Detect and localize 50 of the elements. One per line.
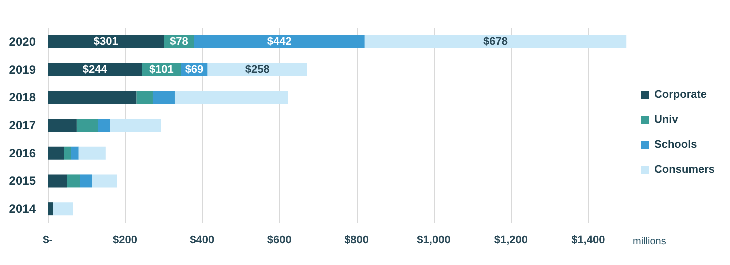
bar <box>194 35 365 48</box>
legend-label: Consumers <box>654 164 716 176</box>
x-tick-label: $600 <box>267 234 292 246</box>
legend-label: Schools <box>654 139 698 151</box>
bar <box>48 63 142 76</box>
x-tick-label: $1,400 <box>572 234 606 246</box>
y-tick-label: 2017 <box>9 118 36 132</box>
bar <box>48 146 64 160</box>
bar <box>48 91 137 104</box>
bar <box>152 91 175 104</box>
x-tick-label: $- <box>43 234 54 246</box>
data-label: $442 <box>267 36 292 48</box>
y-tick-label: 2015 <box>9 174 36 188</box>
data-label: $258 <box>245 64 270 76</box>
x-tick-label: $1,200 <box>494 234 528 246</box>
x-tick-label: $800 <box>344 234 370 246</box>
bar <box>48 202 54 216</box>
data-label: $244 <box>82 64 108 76</box>
bar <box>48 35 164 48</box>
bar <box>67 174 80 188</box>
data-label: $678 <box>484 36 508 48</box>
x-axis-title: millions <box>633 236 666 248</box>
bar <box>71 146 79 160</box>
legend-label: Corporate <box>654 89 708 101</box>
bar <box>76 119 98 132</box>
y-tick-label: 2014 <box>9 202 36 216</box>
y-tick-label: 2020 <box>9 34 36 49</box>
y-tick-label: 2019 <box>9 62 36 77</box>
bar <box>364 35 627 48</box>
bar <box>92 174 118 188</box>
data-label: $101 <box>149 64 174 76</box>
data-label: $301 <box>94 36 118 48</box>
bar <box>48 119 77 132</box>
bar <box>174 91 288 104</box>
data-label: $78 <box>170 36 188 48</box>
x-tick-label: $400 <box>190 234 215 246</box>
bar <box>64 146 72 160</box>
y-tick-label: 2016 <box>9 146 36 160</box>
bar <box>53 202 74 216</box>
data-label: $69 <box>185 64 204 76</box>
legend-label: Univ <box>654 114 680 126</box>
x-tick-label: $200 <box>112 234 138 246</box>
bar <box>80 174 92 188</box>
bar <box>78 146 106 160</box>
x-tick-label: $1,000 <box>417 234 451 246</box>
y-tick-label: 2018 <box>9 90 36 105</box>
bar <box>48 174 68 188</box>
bar <box>98 119 110 132</box>
bar <box>136 91 153 104</box>
bar <box>110 119 162 132</box>
